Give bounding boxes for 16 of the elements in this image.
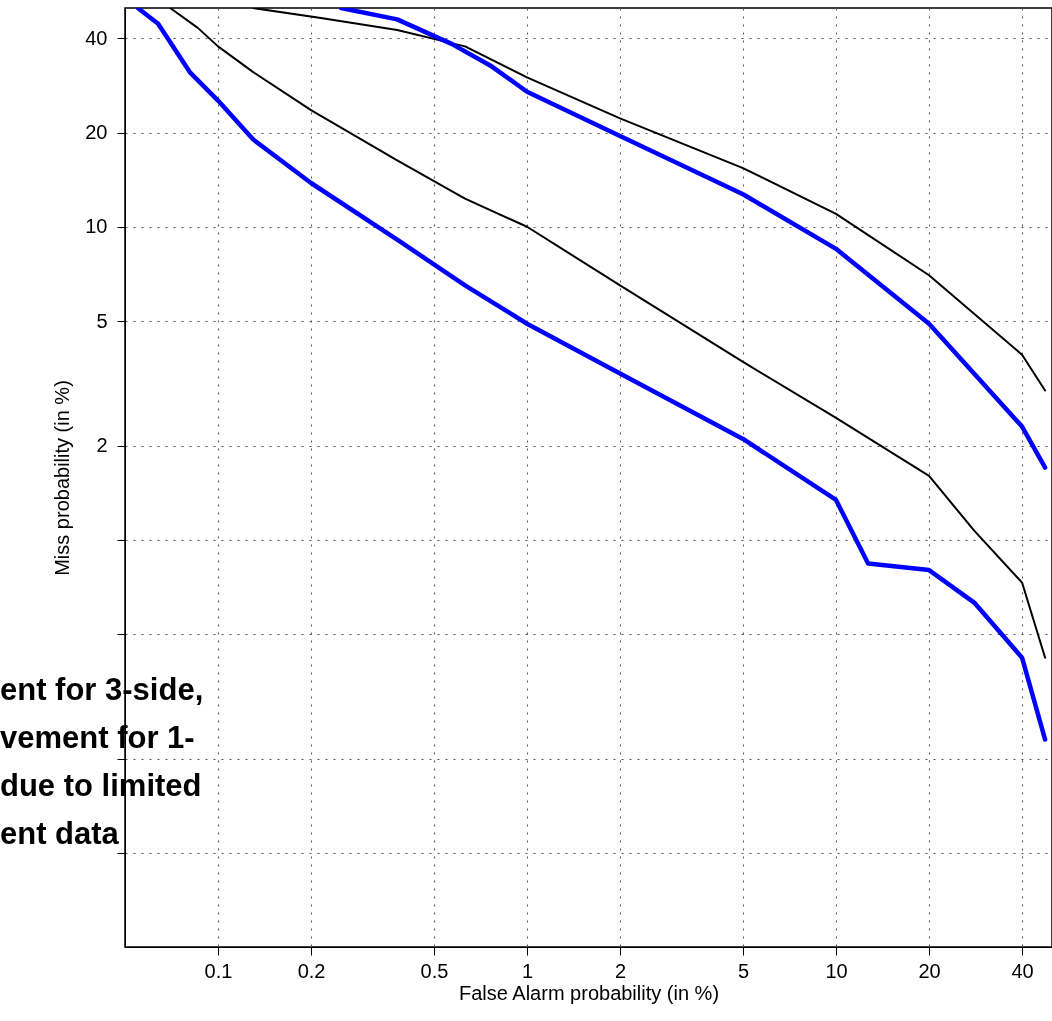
y-tick-label: 20 — [85, 121, 108, 144]
y-tick-label: 40 — [85, 26, 108, 49]
x-tick-label: 0.5 — [420, 959, 449, 982]
y-tick-label: 5 — [96, 309, 108, 332]
y-tick-label: 2 — [96, 434, 108, 457]
x-tick-label: 20 — [918, 959, 941, 982]
x-tick-label: 2 — [614, 959, 627, 982]
y-axis-title: Miss probability (in %) — [51, 380, 74, 576]
x-tick-label: 0.1 — [204, 959, 233, 982]
x-tick-label: 40 — [1011, 959, 1034, 982]
x-tick-label: 1 — [521, 959, 534, 982]
x-axis-title: False Alarm probability (in %) — [458, 981, 720, 1004]
y-tick-label: 10 — [85, 215, 108, 238]
x-tick-label: 10 — [825, 959, 848, 982]
x-tick-label: 5 — [737, 959, 750, 982]
x-tick-label: 0.2 — [297, 959, 326, 982]
